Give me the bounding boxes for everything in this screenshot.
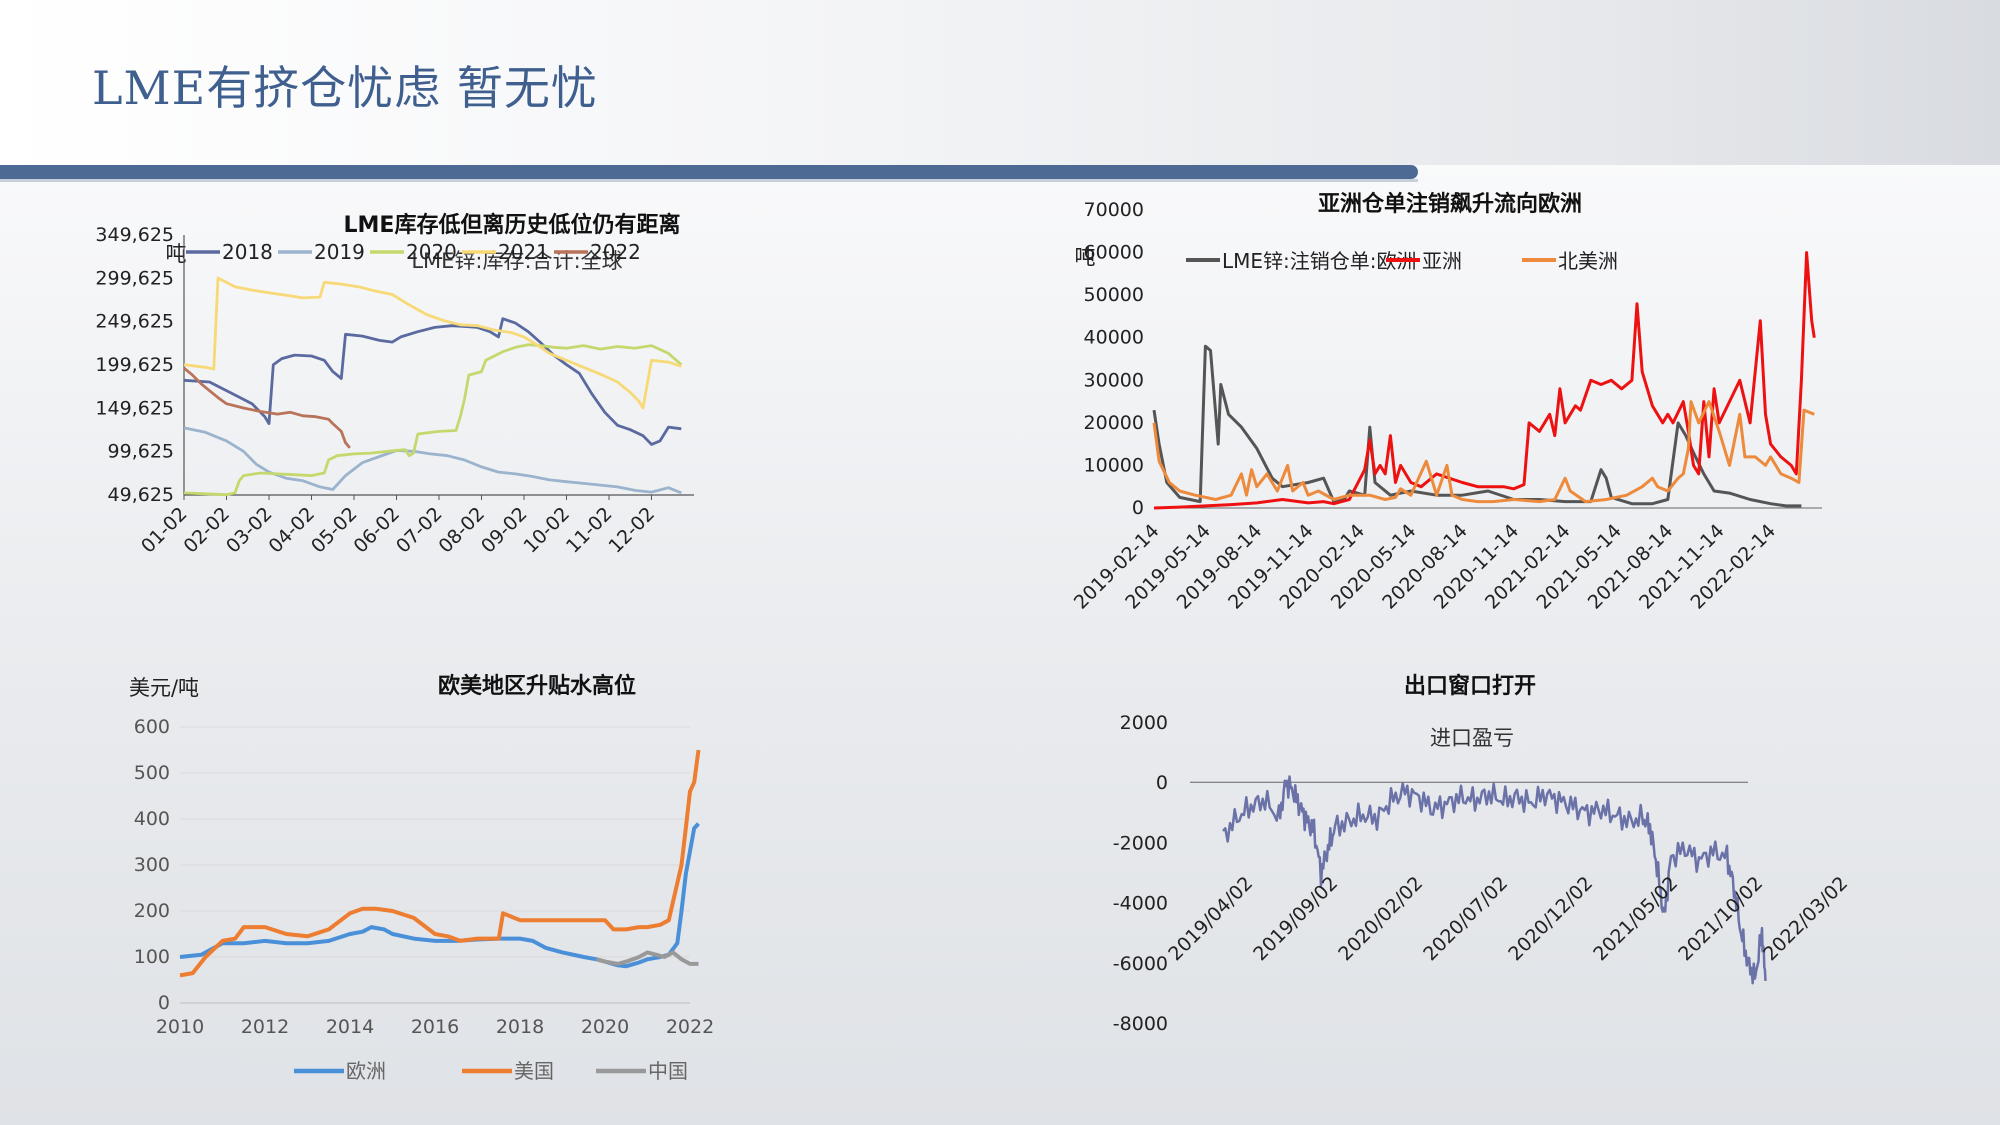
y-tick-label: 149,625 [95, 397, 174, 419]
series-line-进口盈亏 [1222, 775, 1767, 985]
x-tick-label: 06-02 [349, 503, 404, 558]
header-band [0, 0, 2000, 165]
x-tick-label: 01-02 [137, 503, 192, 558]
x-tick-label: 05-02 [307, 503, 362, 558]
title-rule-shadow [0, 179, 1418, 182]
y-tick-label: 200 [134, 900, 170, 922]
y-tick-label: 40000 [1084, 327, 1144, 349]
x-tick-label: 2020/12/02 [1504, 872, 1597, 965]
y-tick-label: 249,625 [95, 311, 174, 333]
chart-title: 欧美地区升贴水高位 [438, 673, 636, 699]
y-tick-label: 50000 [1084, 284, 1144, 306]
series-line-LME锌:注销仓单:欧洲 [1152, 344, 1802, 508]
y-axis-unit: 美元/吨 [129, 676, 199, 700]
y-tick-label: 600 [134, 716, 170, 738]
y-tick-label: 60000 [1084, 242, 1144, 264]
x-tick-label: 2019/04/02 [1164, 872, 1257, 965]
y-tick-label: 299,625 [95, 267, 174, 289]
x-tick-label: 2022 [666, 1016, 714, 1038]
legend-label: 2021 [498, 240, 549, 264]
x-tick-label: 2021/05/02 [1589, 872, 1682, 965]
y-tick-label: 400 [134, 808, 170, 830]
series-line-2018 [183, 317, 682, 446]
y-tick-label: 30000 [1084, 369, 1144, 391]
y-tick-label: 99,625 [108, 441, 174, 463]
legend-label: 中国 [648, 1059, 688, 1083]
chart-cancelled-warrants: 亚洲仓单注销飙升流向欧洲 吨 70000 60000 50000 40000 30000… [1070, 191, 1822, 614]
legend-label: 2019 [314, 240, 365, 264]
x-tick-label: 02-02 [179, 503, 234, 558]
y-tick-label: 70000 [1084, 199, 1144, 221]
legend-label: 欧洲 [346, 1059, 386, 1083]
x-tick-label: 2019/09/02 [1249, 872, 1342, 965]
chart-title: 亚洲仓单注销飙升流向欧洲 [1318, 191, 1582, 217]
series-line-中国 [595, 950, 699, 966]
x-tick-label: 2010 [156, 1016, 204, 1038]
y-tick-label: -2000 [1113, 832, 1168, 854]
x-tick-label: 2020 [581, 1016, 629, 1038]
chart-title: 出口窗口打开 [1404, 673, 1536, 699]
y-tick-label: -4000 [1113, 893, 1168, 915]
x-tick-label: 11-02 [562, 503, 617, 558]
page-title: LME有挤仓忧虑 暂无忧 [92, 61, 598, 115]
y-axis-unit: 吨 [166, 242, 187, 266]
x-tick-label: 03-02 [222, 503, 277, 558]
legend-label: 美国 [514, 1059, 554, 1083]
chart-title: LME库存低但离历史低位仍有距离 [344, 212, 681, 238]
legend-label: 2018 [222, 240, 273, 264]
legend-label: 2022 [590, 240, 641, 264]
y-tick-label: 2000 [1120, 712, 1168, 734]
series-line-2021 [183, 276, 682, 410]
legend-label: 亚洲 [1422, 249, 1462, 273]
legend-label: 北美洲 [1558, 249, 1618, 273]
x-tick-label: 2020/02/02 [1334, 872, 1427, 965]
series-line-2022 [183, 367, 351, 449]
series-line-2019 [183, 426, 682, 495]
x-tick-label: 2016 [411, 1016, 459, 1038]
series-line-北美洲 [1152, 400, 1815, 504]
y-axis-unit: 吨 [1075, 245, 1096, 269]
title-rule [0, 165, 1418, 179]
y-tick-label: 349,625 [95, 224, 174, 246]
chart-lme-inventory: LME库存低但离历史低位仍有距离 LME锌:库存:合计:全球 吨 349,625… [95, 212, 694, 558]
x-tick-label: 07-02 [392, 503, 447, 558]
chart-subtitle: 进口盈亏 [1430, 726, 1514, 750]
x-tick-label: 2012 [241, 1016, 289, 1038]
x-tick-label: 2018 [496, 1016, 544, 1038]
legend-label: LME锌:注销仓单:欧洲 [1222, 249, 1417, 273]
x-tick-label: 10-02 [519, 503, 574, 558]
x-tick-label: 2021/10/02 [1674, 872, 1767, 965]
y-tick-label: -6000 [1113, 953, 1168, 975]
y-tick-label: 0 [158, 992, 170, 1014]
chart-export-window: 出口窗口打开 进口盈亏 2000 0 -2000 -4000 -6000 -8000 20… [1113, 673, 1852, 1035]
y-tick-label: 10000 [1084, 454, 1144, 476]
legend-label: 2020 [406, 240, 457, 264]
y-tick-label: 100 [134, 946, 170, 968]
y-tick-label: 500 [134, 762, 170, 784]
x-tick-label: 08-02 [434, 503, 489, 558]
y-tick-label: 0 [1132, 497, 1144, 519]
series-line-欧洲 [179, 822, 700, 969]
chart-premiums: 欧美地区升贴水高位 美元/吨 600 500 400 300 200 100 0 2010 2… [129, 673, 714, 1083]
y-tick-label: 199,625 [95, 354, 174, 376]
x-tick-label: 09-02 [477, 503, 532, 558]
x-tick-label: 2014 [326, 1016, 374, 1038]
x-tick-label: 12-02 [604, 503, 659, 558]
x-tick-label: 2022/03/02 [1759, 872, 1852, 965]
y-tick-label: 300 [134, 854, 170, 876]
series-line-亚洲 [1153, 251, 1816, 510]
y-tick-label: 49,625 [108, 484, 174, 506]
y-tick-label: 0 [1156, 772, 1168, 794]
series-line-2020 [183, 343, 683, 497]
x-tick-label: 2020/07/02 [1419, 872, 1512, 965]
x-tick-label: 04-02 [264, 503, 319, 558]
series-line-美国 [179, 749, 701, 978]
y-tick-label: -8000 [1113, 1013, 1168, 1035]
y-tick-label: 20000 [1084, 412, 1144, 434]
